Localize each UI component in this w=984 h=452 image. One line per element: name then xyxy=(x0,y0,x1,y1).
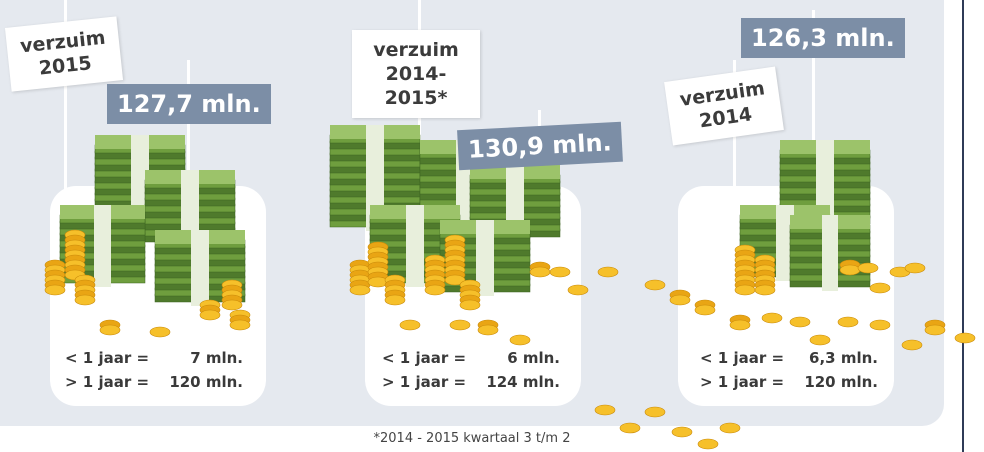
coin xyxy=(530,267,550,277)
coin xyxy=(350,285,370,295)
bill-band xyxy=(191,230,209,306)
row-value: 120 mln. xyxy=(169,370,243,394)
panel-rows: < 1 jaar = 7 mln. > 1 jaar = 120 mln. xyxy=(65,346,243,394)
row: < 1 jaar = 7 mln. xyxy=(65,346,243,370)
coin xyxy=(400,320,420,330)
row-label: < 1 jaar = xyxy=(65,346,149,370)
row: > 1 jaar = 120 mln. xyxy=(700,370,878,394)
row-value: 120 mln. xyxy=(804,370,878,394)
coin xyxy=(478,325,498,335)
coin xyxy=(870,283,890,293)
bill-band xyxy=(406,205,424,287)
coin xyxy=(645,280,665,290)
coin xyxy=(425,285,445,295)
coin xyxy=(222,300,242,310)
coin xyxy=(755,285,775,295)
panel-sign: verzuim 2014-2015* xyxy=(352,30,480,118)
coin xyxy=(450,320,470,330)
coin xyxy=(460,300,480,310)
row-value: 124 mln. xyxy=(486,370,560,394)
coin xyxy=(840,265,860,275)
coin xyxy=(730,320,750,330)
row: < 1 jaar = 6 mln. xyxy=(382,346,560,370)
coin xyxy=(598,267,618,277)
coin xyxy=(925,325,945,335)
panel-rows: < 1 jaar = 6,3 mln. > 1 jaar = 120 mln. xyxy=(700,346,878,394)
panel-total: 126,3 mln. xyxy=(741,18,905,58)
panel-rows: < 1 jaar = 6 mln. > 1 jaar = 124 mln. xyxy=(382,346,560,394)
infographic: verzuim 2015 127,7 mln. verzuim 2014-201… xyxy=(0,0,984,452)
coin xyxy=(568,285,588,295)
row-value: 7 mln. xyxy=(190,346,243,370)
coin xyxy=(550,267,570,277)
row: > 1 jaar = 124 mln. xyxy=(382,370,560,394)
row: > 1 jaar = 120 mln. xyxy=(65,370,243,394)
coin xyxy=(670,295,690,305)
panel-sign: verzuim 2015 xyxy=(5,16,123,91)
coin xyxy=(810,335,830,345)
sign-line: 2014-2015* xyxy=(362,62,470,110)
coin xyxy=(858,263,878,273)
coin xyxy=(955,333,975,343)
coin xyxy=(645,407,665,417)
row-label: > 1 jaar = xyxy=(700,370,784,394)
coin xyxy=(510,335,530,345)
coin xyxy=(902,340,922,350)
row-value: 6,3 mln. xyxy=(809,346,878,370)
coin xyxy=(75,295,95,305)
bill-band xyxy=(94,205,111,287)
row-value: 6 mln. xyxy=(507,346,560,370)
coin xyxy=(870,320,890,330)
panel-total: 130,9 mln. xyxy=(457,122,623,171)
coin xyxy=(735,285,755,295)
bill-band xyxy=(822,215,838,291)
coin xyxy=(762,313,782,323)
row-label: > 1 jaar = xyxy=(65,370,149,394)
coin xyxy=(595,405,615,415)
coin xyxy=(385,295,405,305)
row-label: > 1 jaar = xyxy=(382,370,466,394)
row-label: < 1 jaar = xyxy=(700,346,784,370)
money-stack xyxy=(790,215,870,291)
coin xyxy=(150,327,170,337)
sign-line: verzuim xyxy=(362,38,470,62)
coin xyxy=(100,325,120,335)
coin xyxy=(790,317,810,327)
panel-total: 127,7 mln. xyxy=(107,84,271,124)
coin xyxy=(695,305,715,315)
coin xyxy=(838,317,858,327)
coin xyxy=(230,320,250,330)
coin xyxy=(200,310,220,320)
coin xyxy=(905,263,925,273)
row: < 1 jaar = 6,3 mln. xyxy=(700,346,878,370)
row-label: < 1 jaar = xyxy=(382,346,466,370)
coin xyxy=(45,285,65,295)
footnote: *2014 - 2015 kwartaal 3 t/m 2 xyxy=(0,431,944,446)
